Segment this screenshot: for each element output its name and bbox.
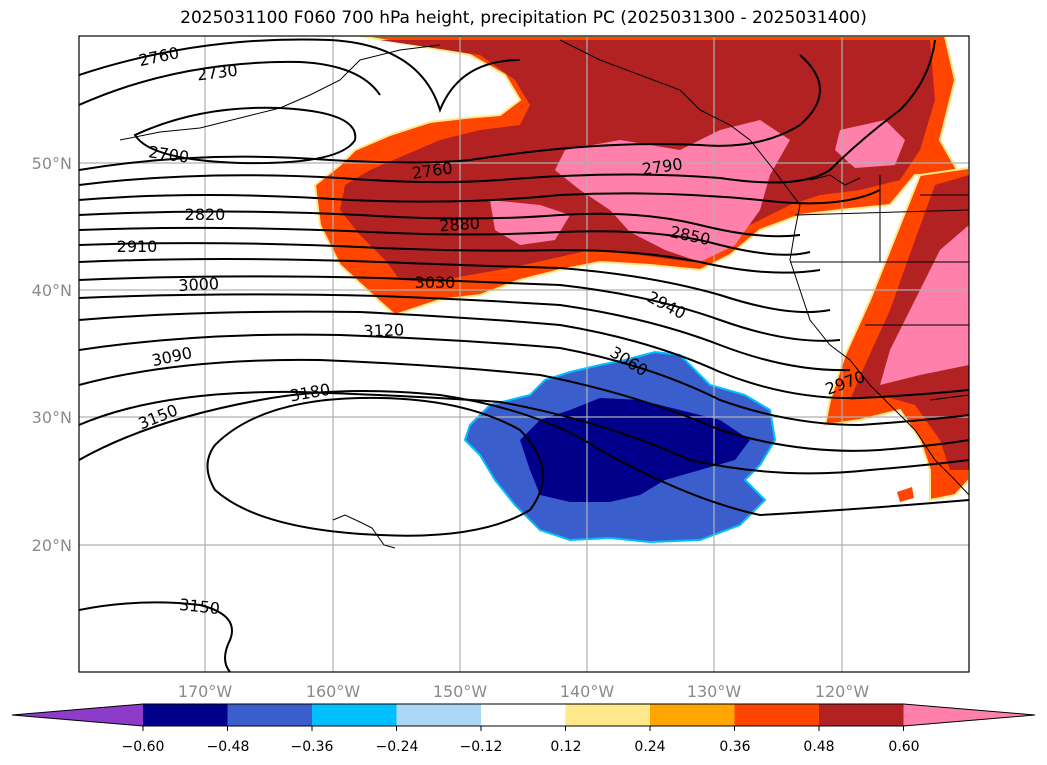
lat-label-40n: 40°N (32, 281, 72, 300)
colorbar-segment (312, 704, 397, 726)
colorbar-tick-label: −0.36 (291, 739, 334, 755)
lat-label-20n: 20°N (32, 536, 72, 555)
precip-positive-small-blob (897, 487, 914, 502)
colorbar-tick-label: −0.24 (376, 739, 419, 755)
contour-label-19: 3150 (178, 595, 220, 618)
colorbar-segment (143, 704, 228, 726)
lon-label-140w: 140°W (560, 682, 615, 701)
contour-label-4: 2820 (185, 205, 226, 224)
colorbar-tick-label: −0.12 (460, 739, 503, 755)
colorbar-segment (734, 704, 820, 726)
colorbar-tick-label: 0.60 (888, 739, 919, 755)
latitude-labels: 50°N 40°N 30°N 20°N (32, 154, 72, 555)
contour-label-2: 2730 (196, 61, 239, 85)
precip-negative-inner (520, 398, 750, 502)
map-frame (78, 35, 970, 673)
colorbar-tick-label: −0.48 (207, 739, 250, 755)
colorbar-segment (481, 704, 566, 726)
colorbar-segment (819, 704, 904, 726)
colorbar-segment (565, 704, 651, 726)
height-contours (79, 38, 969, 672)
colorbar-tick-label: 0.36 (719, 739, 750, 755)
colorbar-extend-high (903, 704, 1035, 726)
colorbar-tick-label: −0.60 (122, 739, 165, 755)
lat-label-30n: 30°N (32, 408, 72, 427)
coastlines (119, 39, 969, 549)
contour-labels: 2760 2730 2700 2820 2910 3000 3090 3150 … (117, 43, 868, 618)
precip-positive-north-core (555, 120, 790, 262)
contour-label-10: 2880 (439, 214, 481, 236)
lon-label-170w: 170°W (178, 682, 233, 701)
longitude-labels: 170°W 160°W 150°W 140°W 130°W 120°W (178, 682, 870, 701)
lon-label-150w: 150°W (433, 682, 488, 701)
colorbar-segment (396, 704, 482, 726)
colorbar-tick-label: 0.12 (550, 739, 581, 755)
contour-label-12: 3120 (363, 320, 404, 340)
map-plot (79, 36, 969, 672)
precip-positive-north-core3 (835, 120, 905, 168)
contour-label-6: 3000 (178, 274, 220, 295)
colorbar (11, 703, 1036, 731)
colorbar-tick-label: 0.48 (803, 739, 834, 755)
colorbar-tick-label: 0.24 (634, 739, 665, 755)
colorbar-segment (650, 704, 735, 726)
lon-label-130w: 130°W (687, 682, 742, 701)
lat-label-50n: 50°N (32, 154, 72, 173)
lon-label-160w: 160°W (306, 682, 361, 701)
colorbar-extend-low (12, 704, 143, 726)
map-title: 2025031100 F060 700 hPa height, precipit… (180, 8, 867, 28)
colorbar-tick-labels: −0.60 −0.48 −0.36 −0.24 −0.12 0.12 0.24 … (122, 739, 920, 755)
contour-label-5: 2910 (117, 237, 158, 256)
contour-label-11: 3030 (415, 273, 456, 292)
precip-positive-coast-core (880, 225, 969, 385)
colorbar-segment (227, 704, 313, 726)
lon-label-120w: 120°W (815, 682, 870, 701)
